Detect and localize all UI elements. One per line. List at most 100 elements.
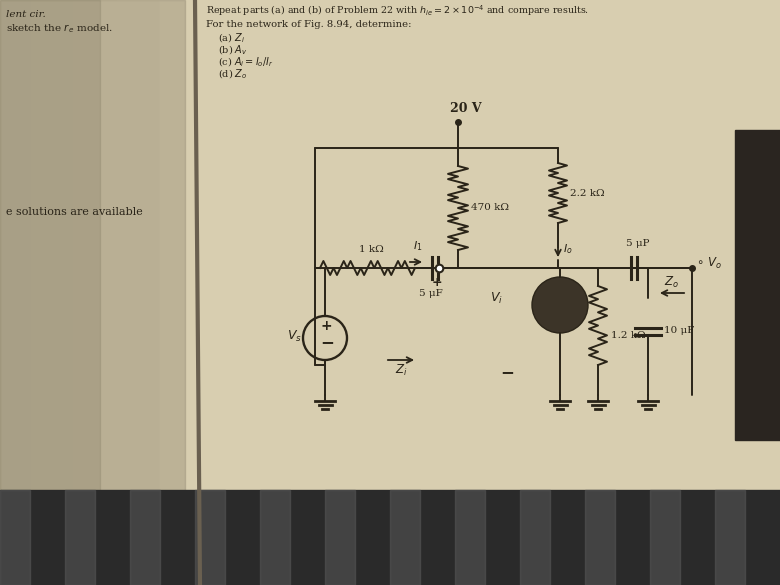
Bar — [141, 0, 142, 585]
Bar — [132, 0, 133, 585]
Bar — [650, 490, 680, 585]
Bar — [25, 0, 26, 585]
Bar — [68, 0, 69, 585]
Bar — [142, 0, 143, 585]
Bar — [167, 0, 168, 585]
Bar — [455, 490, 485, 585]
Bar — [176, 0, 177, 585]
Text: Repeat parts (a) and (b) of Problem 22 with $h_{ie} = 2 \times 10^{-4}$ and comp: Repeat parts (a) and (b) of Problem 22 w… — [206, 4, 589, 18]
Bar — [51, 0, 52, 585]
Bar — [133, 0, 134, 585]
Bar — [0, 490, 780, 585]
Text: +: + — [432, 276, 442, 289]
Bar — [17, 0, 18, 585]
Bar — [179, 0, 180, 585]
Bar — [5, 0, 6, 585]
Bar — [69, 0, 70, 585]
Bar — [128, 0, 129, 585]
Bar — [173, 0, 174, 585]
Bar — [134, 0, 135, 585]
Text: lent cir.: lent cir. — [6, 10, 46, 19]
Bar — [92, 0, 93, 585]
Bar — [111, 0, 112, 585]
Bar — [140, 0, 141, 585]
Bar — [0, 0, 100, 585]
Text: 5 μF: 5 μF — [419, 289, 443, 298]
Bar — [26, 0, 27, 585]
Bar — [57, 0, 58, 585]
Bar — [120, 0, 121, 585]
Bar — [22, 0, 23, 585]
Text: −: − — [500, 363, 514, 381]
Bar — [112, 0, 113, 585]
Bar — [107, 0, 108, 585]
Bar — [103, 0, 104, 585]
Bar — [19, 0, 20, 585]
Bar — [12, 0, 13, 585]
Bar — [50, 0, 51, 585]
Bar — [85, 0, 86, 585]
Bar — [131, 0, 132, 585]
Text: 2.2 kΩ: 2.2 kΩ — [570, 188, 604, 198]
Bar — [114, 0, 115, 585]
Bar — [33, 0, 34, 585]
Bar — [175, 0, 176, 585]
Bar — [172, 0, 173, 585]
Bar — [135, 0, 136, 585]
Bar — [80, 0, 81, 585]
Text: $I_o$: $I_o$ — [563, 242, 573, 256]
Bar — [70, 0, 71, 585]
Bar — [99, 0, 100, 585]
Text: 1.2 kΩ: 1.2 kΩ — [611, 332, 646, 340]
Bar — [108, 0, 109, 585]
Bar — [0, 490, 30, 585]
Bar — [48, 0, 49, 585]
Text: 1 kΩ: 1 kΩ — [359, 245, 384, 254]
Bar — [130, 0, 131, 585]
Bar — [82, 0, 83, 585]
Bar — [101, 0, 102, 585]
Bar — [11, 0, 12, 585]
Bar — [66, 0, 67, 585]
Bar — [121, 0, 122, 585]
Bar — [20, 0, 21, 585]
Bar — [61, 0, 62, 585]
Bar — [16, 0, 17, 585]
Bar — [137, 0, 138, 585]
Bar — [89, 0, 90, 585]
Text: +: + — [320, 319, 331, 333]
Bar — [126, 0, 127, 585]
Bar — [76, 0, 77, 585]
Bar — [117, 0, 118, 585]
Bar — [159, 0, 160, 585]
Bar — [43, 0, 44, 585]
Text: For the network of Fig. 8.94, determine:: For the network of Fig. 8.94, determine: — [206, 20, 412, 29]
Bar — [27, 0, 28, 585]
Bar — [164, 0, 165, 585]
Bar — [56, 0, 57, 585]
Bar — [75, 0, 76, 585]
Bar — [145, 0, 146, 585]
Text: $\circ\ V_o$: $\circ\ V_o$ — [696, 256, 722, 271]
Bar — [96, 0, 97, 585]
Bar — [95, 0, 96, 585]
Bar — [74, 0, 75, 585]
Bar — [93, 0, 94, 585]
Bar — [143, 0, 144, 585]
Bar — [6, 0, 7, 585]
Bar — [0, 0, 185, 585]
Bar — [55, 0, 56, 585]
Bar — [87, 0, 88, 585]
Bar — [46, 0, 47, 585]
Text: $Z_o$: $Z_o$ — [664, 275, 679, 290]
Bar — [115, 0, 116, 585]
Bar — [178, 0, 179, 585]
Bar — [88, 0, 89, 585]
Bar — [8, 0, 9, 585]
Bar — [9, 0, 10, 585]
Text: 20 V: 20 V — [450, 102, 481, 115]
Bar — [91, 0, 92, 585]
Bar — [122, 0, 123, 585]
Bar — [715, 490, 745, 585]
Bar — [158, 0, 159, 585]
